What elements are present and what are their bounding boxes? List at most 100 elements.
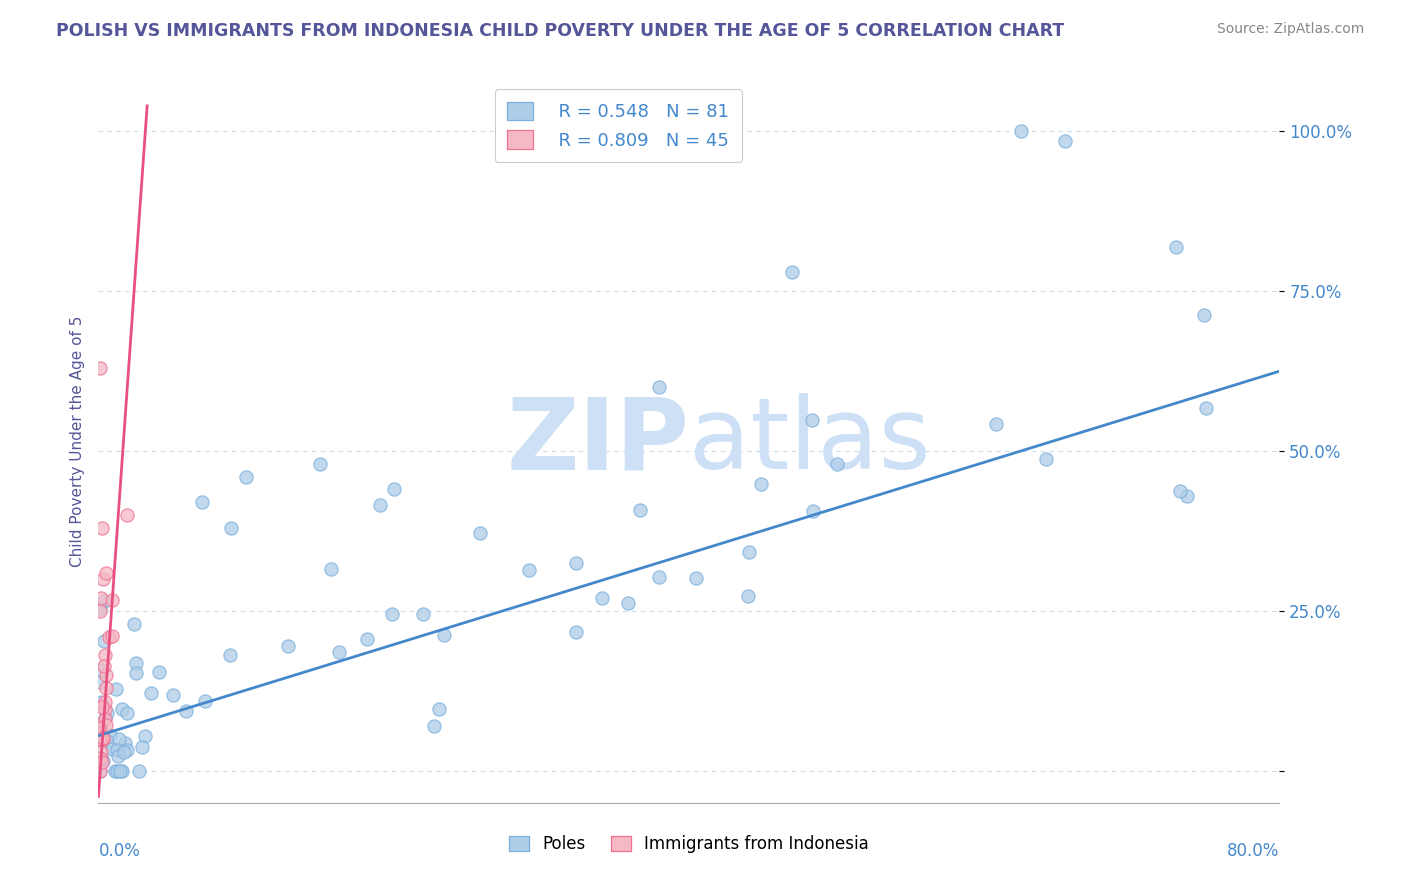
Point bbox=[89, 751, 111, 765]
Point bbox=[98, 630, 121, 644]
Point bbox=[115, 508, 138, 522]
Text: atlas: atlas bbox=[689, 393, 931, 490]
Point bbox=[825, 457, 848, 471]
Point bbox=[89, 731, 111, 746]
Point bbox=[128, 764, 150, 778]
Point bbox=[111, 764, 134, 778]
Point bbox=[89, 731, 111, 746]
Legend: Poles, Immigrants from Indonesia: Poles, Immigrants from Indonesia bbox=[502, 828, 876, 860]
Point bbox=[110, 764, 132, 778]
Point bbox=[1175, 489, 1198, 503]
Point bbox=[368, 498, 391, 512]
Point bbox=[124, 617, 146, 632]
Point bbox=[96, 718, 118, 732]
Point bbox=[94, 712, 117, 726]
Point bbox=[90, 716, 112, 731]
Point bbox=[328, 645, 350, 659]
Point bbox=[1166, 239, 1188, 253]
Point bbox=[87, 721, 110, 735]
Point bbox=[115, 706, 138, 720]
Point bbox=[94, 566, 117, 580]
Point bbox=[737, 589, 759, 603]
Point bbox=[89, 764, 111, 778]
Point bbox=[91, 731, 114, 746]
Text: 80.0%: 80.0% bbox=[1227, 842, 1279, 860]
Point bbox=[91, 754, 114, 768]
Point bbox=[90, 663, 112, 677]
Point bbox=[89, 604, 111, 618]
Point bbox=[356, 632, 378, 647]
Point bbox=[685, 571, 707, 585]
Point bbox=[90, 699, 112, 714]
Point bbox=[94, 695, 117, 709]
Point bbox=[93, 634, 115, 648]
Point bbox=[89, 731, 111, 746]
Point bbox=[107, 749, 129, 764]
Point bbox=[176, 704, 198, 718]
Point bbox=[125, 666, 148, 681]
Text: POLISH VS IMMIGRANTS FROM INDONESIA CHILD POVERTY UNDER THE AGE OF 5 CORRELATION: POLISH VS IMMIGRANTS FROM INDONESIA CHIL… bbox=[56, 22, 1064, 40]
Point bbox=[648, 380, 671, 394]
Point bbox=[89, 731, 111, 746]
Point bbox=[380, 607, 402, 622]
Point bbox=[90, 591, 112, 606]
Point bbox=[91, 731, 114, 746]
Point bbox=[1010, 124, 1032, 138]
Point bbox=[90, 745, 112, 759]
Point bbox=[221, 521, 243, 535]
Point bbox=[1168, 483, 1191, 498]
Point bbox=[101, 628, 124, 642]
Text: 0.0%: 0.0% bbox=[98, 842, 141, 860]
Point bbox=[423, 719, 446, 733]
Point bbox=[89, 731, 111, 746]
Point bbox=[235, 469, 257, 483]
Point bbox=[94, 681, 117, 696]
Point bbox=[801, 412, 824, 426]
Point bbox=[94, 702, 117, 716]
Point bbox=[93, 593, 115, 607]
Point bbox=[749, 477, 772, 491]
Point bbox=[801, 504, 824, 518]
Point bbox=[1192, 308, 1215, 322]
Point bbox=[89, 731, 111, 746]
Point bbox=[114, 735, 136, 749]
Point bbox=[219, 648, 242, 662]
Point bbox=[112, 745, 135, 759]
Point bbox=[148, 665, 170, 679]
Point bbox=[616, 596, 638, 610]
Text: ZIP: ZIP bbox=[506, 393, 689, 490]
Y-axis label: Child Poverty Under the Age of 5: Child Poverty Under the Age of 5 bbox=[69, 316, 84, 567]
Point bbox=[100, 742, 122, 756]
Point bbox=[89, 731, 111, 746]
Point bbox=[90, 731, 112, 746]
Point bbox=[432, 628, 454, 642]
Point bbox=[89, 731, 111, 746]
Point bbox=[89, 731, 111, 746]
Point bbox=[468, 526, 491, 541]
Point bbox=[89, 764, 111, 778]
Text: Source: ZipAtlas.com: Source: ZipAtlas.com bbox=[1216, 22, 1364, 37]
Point bbox=[91, 731, 114, 745]
Point bbox=[125, 656, 148, 670]
Point bbox=[89, 731, 111, 746]
Point bbox=[134, 729, 156, 743]
Point bbox=[90, 752, 112, 766]
Point bbox=[131, 739, 153, 754]
Point bbox=[91, 521, 114, 535]
Point bbox=[412, 607, 434, 622]
Point bbox=[89, 675, 111, 690]
Point bbox=[427, 702, 450, 716]
Point bbox=[96, 706, 118, 720]
Point bbox=[162, 688, 184, 702]
Point bbox=[107, 764, 129, 778]
Point bbox=[94, 668, 117, 682]
Point bbox=[517, 563, 540, 577]
Point bbox=[141, 686, 163, 700]
Point bbox=[89, 723, 111, 737]
Point bbox=[90, 755, 112, 769]
Point bbox=[89, 361, 111, 376]
Point bbox=[89, 731, 111, 746]
Point bbox=[96, 734, 118, 748]
Point bbox=[984, 417, 1007, 431]
Point bbox=[110, 702, 132, 716]
